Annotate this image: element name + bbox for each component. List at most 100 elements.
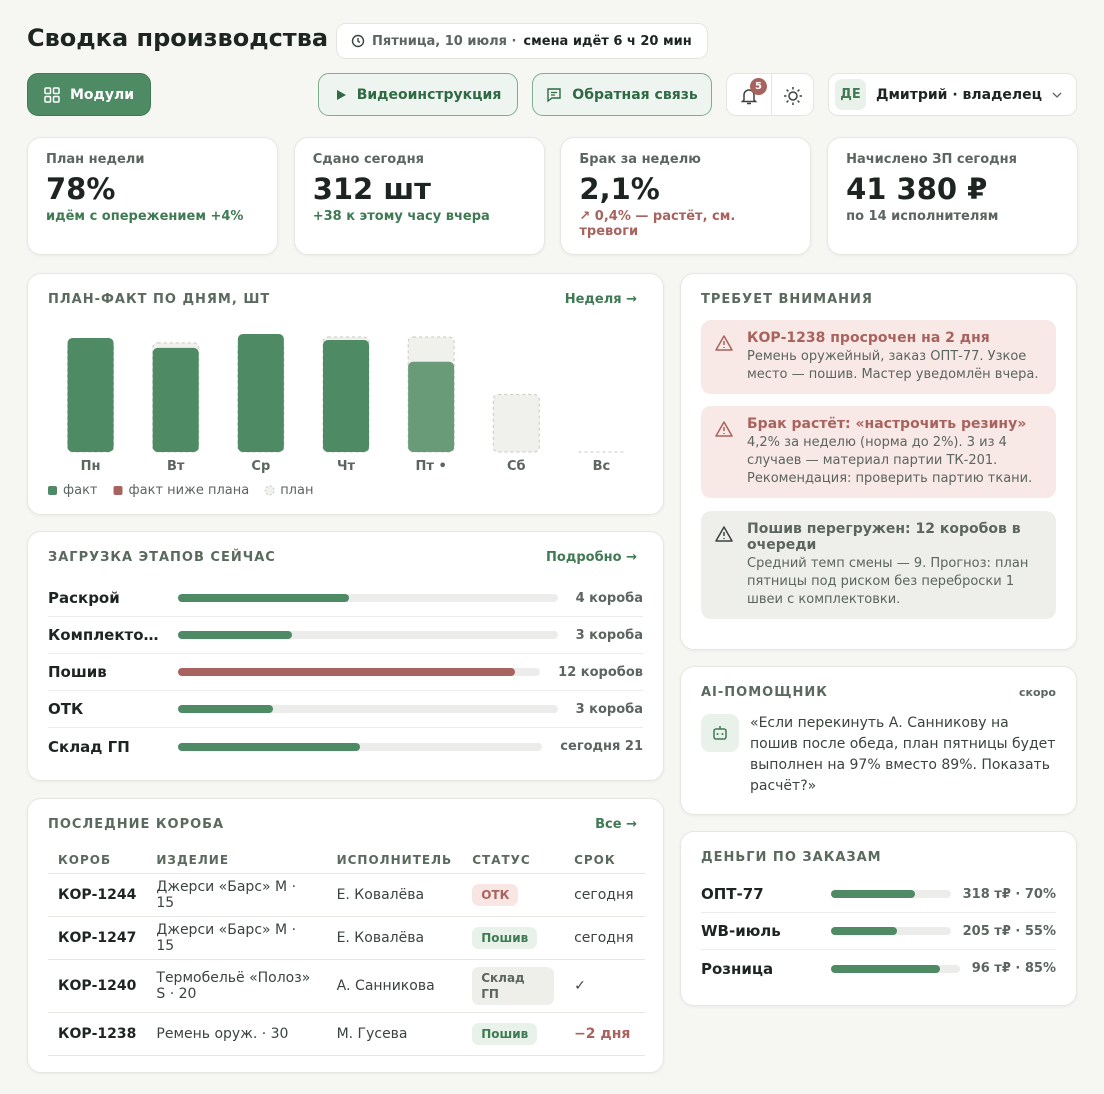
video-button[interactable]: Видеоинструкция	[318, 73, 518, 116]
box-item: Ремень оруж. · 30	[146, 1012, 327, 1056]
card-link[interactable]: Все →	[595, 817, 637, 832]
stage-track	[178, 668, 541, 676]
x-tick-label: Вт	[167, 459, 185, 474]
kpi-card: План недели 78% идём с опережением +4%	[27, 137, 278, 255]
notification-badge: 5	[750, 78, 767, 95]
alert-title: Брак растёт: «настрочить резину»	[747, 416, 1027, 432]
stage-row: ОТК 3 короба	[48, 691, 643, 728]
alert-text: Средний темп смены — 9. Прогноз: план пя…	[747, 556, 1029, 607]
box-row[interactable]: КОР-1240 Термобельё «Полоз» S · 20 А. Санн…	[48, 959, 645, 1013]
money-track	[831, 964, 960, 973]
user-menu[interactable]: ДЕ Дмитрий · владелец	[828, 73, 1077, 116]
box-id: КОР-1247	[48, 916, 147, 960]
stage-name: Склад ГП	[48, 737, 130, 756]
x-tick-label: Ср	[251, 459, 270, 474]
column-header: СТАТУС	[462, 847, 565, 874]
stage-row: Комплекто… 3 короба	[48, 617, 643, 654]
x-tick-label: Пн	[81, 459, 101, 474]
card-title: ПЛАН-ФАКТ ПО ДНЯМ, ШТ	[48, 292, 271, 307]
column-header: КОРОБ	[48, 847, 147, 874]
kpi-value: 41 380 ₽	[846, 172, 988, 206]
money-label: 318 т₽ · 70%	[962, 886, 1056, 902]
user-name: Дмитрий · владелец	[876, 86, 1043, 103]
order-name: Розница	[701, 959, 774, 978]
fact-bar	[237, 334, 284, 452]
card-link[interactable]: Подробно →	[546, 550, 637, 565]
stage-track	[178, 631, 558, 639]
plan-fact-card: ПЛАН-ФАКТ ПО ДНЯМ, ШТ Неделя → Пн Вт Ср Чт П…	[27, 273, 664, 515]
money-label: 96 т₽ · 85%	[971, 961, 1056, 976]
stage-name: Комплекто…	[48, 626, 159, 644]
box-status-cell: Склад ГП	[462, 959, 565, 1013]
box-due: сегодня	[564, 916, 645, 960]
stage-track	[178, 742, 543, 751]
stages-card: ЗАГРУЗКА ЭТАПОВ СЕЙЧАС Подробно → Раскро…	[27, 531, 664, 781]
kpi-note: по 14 исполнителям	[846, 209, 999, 224]
box-worker: А. Санникова	[326, 959, 463, 1013]
stage-count: 3 короба	[575, 627, 643, 643]
status-pill: Склад ГП	[472, 967, 555, 1005]
x-tick-label: Чт	[337, 459, 356, 474]
legend-swatch	[113, 486, 123, 495]
box-row[interactable]: КОР-1238 Ремень оруж. · 30 М. Гусева Пошив −…	[48, 1012, 645, 1056]
money-row: ОПТ-77 318 т₽ · 70%	[701, 876, 1056, 913]
stage-fill	[178, 742, 361, 751]
box-item: Термобельё «Полоз» S · 20	[146, 959, 327, 1013]
x-tick-label: Пт •	[416, 459, 447, 474]
kpi-card: Брак за неделю 2,1% ↗ 0,4% — растёт, см. т…	[560, 137, 812, 255]
card-title: ТРЕБУЕТ ВНИМАНИЯ	[701, 292, 873, 307]
modules-button[interactable]: Модули	[27, 73, 151, 116]
clock-icon	[351, 34, 365, 48]
stage-row: Склад ГП сегодня 21	[48, 728, 643, 765]
card-title: AI-ПОМОЩНИК	[701, 685, 828, 700]
card-title: ЗАГРУЗКА ЭТАПОВ СЕЙЧАС	[48, 550, 276, 565]
stage-track	[178, 594, 558, 602]
theme-icon[interactable]	[783, 86, 803, 106]
stage-fill	[178, 594, 349, 602]
box-status-cell: Пошив	[462, 1012, 565, 1056]
order-name: WB-июль	[701, 922, 781, 940]
alerts-card: ТРЕБУЕТ ВНИМАНИЯ КОР-1238 просрочен на 2…	[680, 273, 1077, 650]
legend-label: факт	[63, 483, 98, 498]
box-worker: Е. Ковалёва	[326, 916, 463, 960]
box-row[interactable]: КОР-1244 Джерси «Барс» M · 15 Е. Ковалёва О…	[48, 873, 645, 917]
stage-fill	[178, 668, 515, 676]
box-worker: М. Гусева	[326, 1012, 463, 1056]
fact-bar	[408, 361, 455, 452]
card-link[interactable]: Неделя →	[564, 292, 637, 307]
chat-icon	[547, 87, 561, 102]
table-body: КОР-1244 Джерси «Барс» M · 15 Е. Ковалёва О…	[48, 873, 645, 1056]
bot-icon	[701, 714, 739, 752]
status-pill: Пошив	[472, 927, 538, 949]
x-tick-label: Вс	[593, 459, 611, 474]
money-row: WB-июль 205 т₽ · 55%	[701, 913, 1056, 950]
legend-swatch	[48, 486, 57, 495]
warning-icon	[715, 526, 733, 542]
feedback-button[interactable]: Обратная связь	[532, 73, 712, 116]
stage-count: 12 коробов	[558, 664, 643, 680]
box-due: сегодня	[564, 873, 645, 917]
table-header: КОРОБ ИЗДЕЛИЕ ИСПОЛНИТЕЛЬ СТАТУС СРОК	[48, 847, 645, 874]
stage-count: сегодня 21	[560, 739, 643, 754]
alert: КОР-1238 просрочен на 2 дня Ремень оружей…	[701, 320, 1056, 394]
box-id: КОР-1240	[48, 959, 147, 1013]
kpi-label: Сдано сегодня	[312, 152, 425, 167]
icon-group: 5	[726, 73, 814, 116]
stage-count: 4 короба	[575, 590, 643, 606]
fact-bar	[323, 339, 369, 452]
stage-row: Раскрой 4 короба	[48, 580, 643, 617]
money-label: 205 т₽ · 55%	[962, 923, 1056, 939]
alert-title: КОР-1238 просрочен на 2 дня	[747, 330, 990, 346]
boxes-table: КОРОБ ИЗДЕЛИЕ ИСПОЛНИТЕЛЬ СТАТУС СРОК КОР-124…	[48, 847, 645, 1056]
stage-fill	[178, 705, 273, 713]
box-due: −2 дня	[564, 1012, 645, 1056]
money-row: Розница 96 т₽ · 85%	[701, 950, 1056, 987]
legend-label: план	[280, 483, 313, 498]
kpi-value: 78%	[46, 172, 116, 206]
box-row[interactable]: КОР-1247 Джерси «Барс» M · 15 Е. Ковалёва П…	[48, 916, 645, 960]
kpi-label: Начислено ЗП сегодня	[846, 152, 1017, 167]
money-track	[831, 890, 951, 898]
page-title: Сводка производства	[27, 24, 329, 52]
alert: Брак растёт: «настрочить резину» 4,2% за …	[701, 406, 1056, 498]
